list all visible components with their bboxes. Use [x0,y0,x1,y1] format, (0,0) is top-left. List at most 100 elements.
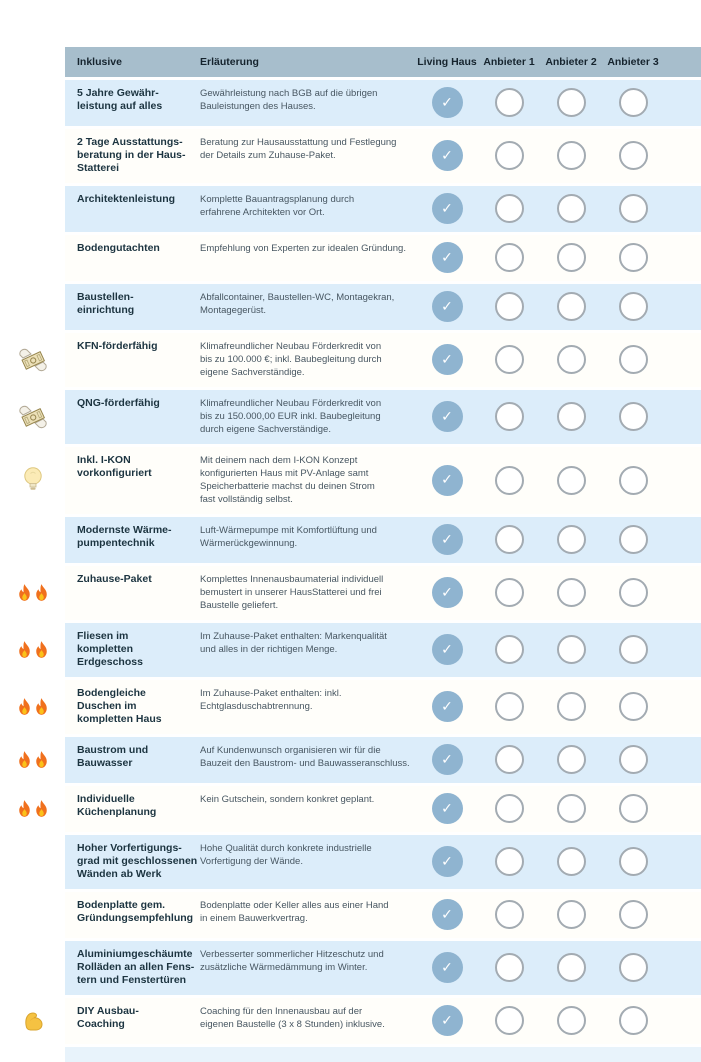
feature-description: Abfallcontainer, Baustellen-WC, Montagek… [200,292,395,316]
feature-description: Komplettes Innenausbaumaterial individue… [200,574,384,611]
table-body: 5 Jahre Gewähr- leistung auf alles Gewäh… [0,80,701,1044]
feature-description: Luft-Wärmepumpe mit Komfortlüftung und W… [200,525,377,549]
check-empty-anbieter-2 [556,465,586,495]
feature-description: Empfehlung von Experten zur idealen Grün… [200,243,406,254]
feature-title: Architektenleistung [77,193,176,205]
feature-description: Klimafreundlicher Neubau Förderkredit vo… [200,398,382,435]
feature-title: Hoher Vorfertigungs- grad mit geschlosse… [77,842,198,880]
check-empty-anbieter-1 [494,692,524,721]
feature-description: Kein Gutschein, sondern konkret geplant. [200,794,375,805]
table-header: Inklusive Erläuterung Living Haus Anbiet… [0,47,701,77]
feature-description: Im Zuhause-Paket enthalten: inkl. Echtgl… [200,688,342,712]
check-empty-anbieter-2 [556,900,586,929]
check-empty-anbieter-3 [618,794,648,823]
table-row: KFN-förderfähig Klimafreundlicher Neubau… [0,333,701,387]
fire-double-icon [17,583,49,603]
feature-title: 2 Tage Ausstattungs- beratung in der Hau… [77,136,186,174]
check-empty-anbieter-3 [618,847,648,876]
table-row: Bodengleiche Duschen im kompletten Haus … [0,680,701,734]
table-row: Hoher Vorfertigungs- grad mit geschlosse… [0,835,701,889]
check-empty-anbieter-3 [618,345,648,374]
partial-next-row [0,1047,701,1062]
check-empty-anbieter-1 [494,243,524,272]
table-row: Zuhause-Paket Komplettes Innenausbaumate… [0,566,701,620]
table-row: Bodengutachten Empfehlung von Experten z… [0,235,701,281]
check-filled-living-haus: ✓ [431,524,463,555]
check-filled-living-haus: ✓ [431,193,463,224]
feature-title: Inkl. I-KON vorkonfiguriert [77,454,152,479]
column-header-anbieter-2: Anbieter 2 [545,56,597,68]
check-empty-anbieter-1 [494,794,524,823]
feature-title: Baustrom und Bauwasser [77,744,149,769]
check-empty-anbieter-1 [494,402,524,431]
check-filled-living-haus: ✓ [431,401,463,432]
column-header-living-haus: Living Haus [417,56,477,68]
check-empty-anbieter-1 [494,465,524,495]
table-row: QNG-förderfähig Klimafreundlicher Neubau… [0,390,701,444]
check-empty-anbieter-3 [618,1006,648,1035]
table-row: 2 Tage Ausstattungs- beratung in der Hau… [0,129,701,183]
check-empty-anbieter-3 [618,402,648,431]
check-empty-anbieter-3 [618,635,648,664]
check-empty-anbieter-1 [494,578,524,607]
feature-title: Zuhause-Paket [77,573,152,585]
money-wings-icon [17,347,49,373]
table-row: Modernste Wärme- pumpentechnik Luft-Wärm… [0,517,701,563]
check-empty-anbieter-1 [494,1006,524,1035]
feature-description: Mit deinem nach dem I-KON Konzept konfig… [200,455,375,505]
check-empty-anbieter-1 [494,745,524,774]
check-empty-anbieter-3 [618,465,648,495]
fire-double-icon [17,640,49,660]
feature-description: Verbesserter sommerlicher Hitzeschutz un… [200,949,384,973]
check-empty-anbieter-2 [556,635,586,664]
check-empty-anbieter-3 [618,953,648,982]
feature-title: Bodengutachten [77,242,160,254]
feature-description: Im Zuhause-Paket enthalten: Markenqualit… [200,631,387,655]
check-filled-living-haus: ✓ [431,242,463,273]
check-filled-living-haus: ✓ [431,634,463,665]
feature-title: Bodenplatte gem. Gründungsempfehlung [77,899,194,924]
check-empty-anbieter-1 [494,292,524,321]
feature-description: Komplette Bauantragsplanung durch erfahr… [200,194,355,218]
check-empty-anbieter-1 [494,953,524,982]
check-empty-anbieter-1 [494,345,524,374]
check-empty-anbieter-3 [618,578,648,607]
table-row: Individuelle Küchenplanung Kein Gutschei… [0,786,701,832]
feature-title: Bodengleiche Duschen im kompletten Haus [77,687,162,725]
column-header-inklusive: Inklusive [77,56,122,68]
check-empty-anbieter-3 [618,525,648,554]
check-empty-anbieter-2 [556,692,586,721]
check-filled-living-haus: ✓ [431,140,463,171]
table-row: 5 Jahre Gewähr- leistung auf alles Gewäh… [0,80,701,126]
check-empty-anbieter-1 [494,847,524,876]
fire-double-icon [17,799,49,819]
table-row: Baustellen- einrichtung Abfallcontainer,… [0,284,701,330]
check-empty-anbieter-2 [556,578,586,607]
feature-title: KFN-förderfähig [77,340,158,352]
check-empty-anbieter-1 [494,635,524,664]
table-row: DIY Ausbau- Coaching Coaching für den In… [0,998,701,1044]
feature-title: DIY Ausbau- Coaching [77,1005,139,1030]
check-filled-living-haus: ✓ [431,744,463,775]
feature-title: Baustellen- einrichtung [77,291,135,316]
check-empty-anbieter-2 [556,402,586,431]
check-empty-anbieter-3 [618,141,648,170]
money-wings-icon [17,404,49,430]
feature-description: Bodenplatte oder Keller alles aus einer … [200,900,389,924]
feature-description: Gewährleistung nach BGB auf die übrigen … [200,88,378,112]
check-filled-living-haus: ✓ [431,952,463,983]
check-empty-anbieter-2 [556,141,586,170]
check-filled-living-haus: ✓ [431,291,463,322]
check-empty-anbieter-2 [556,243,586,272]
check-empty-anbieter-2 [556,847,586,876]
check-empty-anbieter-3 [618,900,648,929]
check-filled-living-haus: ✓ [431,846,463,877]
column-header-erlaeuterung: Erläuterung [200,56,259,68]
check-empty-anbieter-3 [618,88,648,117]
fire-double-icon [17,697,49,717]
table-row: Inkl. I-KON vorkonfiguriert Mit deinem n… [0,447,701,514]
feature-title: QNG-förderfähig [77,397,160,409]
feature-description: Klimafreundlicher Neubau Förderkredit vo… [200,341,382,378]
check-empty-anbieter-2 [556,88,586,117]
